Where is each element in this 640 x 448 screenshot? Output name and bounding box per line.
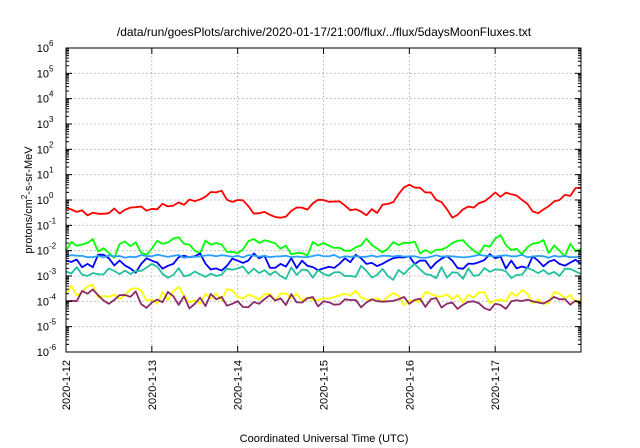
y-tick-base: 10 bbox=[37, 170, 49, 182]
y-tick-base: 10 bbox=[37, 94, 49, 106]
x-tick-label: 2020-1-12 bbox=[61, 360, 73, 410]
y-tick-base: 10 bbox=[37, 195, 49, 207]
y-axis-label-base: protons/cm bbox=[23, 199, 35, 253]
series-line-7 bbox=[65, 288, 582, 312]
x-tick-label: 2020-1-14 bbox=[233, 360, 245, 410]
y-tick-exponent: 2 bbox=[49, 140, 54, 149]
x-tick-label: 2020-1-16 bbox=[404, 360, 416, 410]
y-axis-label-sup: 2 bbox=[20, 194, 29, 199]
y-tick-base: 10 bbox=[37, 296, 49, 308]
y-tick-label: 10 bbox=[37, 347, 49, 359]
y-tick-exponent: -5 bbox=[49, 318, 57, 327]
y-tick-exponent: -2 bbox=[49, 242, 57, 251]
y-tick-exponent: 5 bbox=[49, 64, 54, 73]
series-line-2 bbox=[65, 234, 582, 259]
y-tick-label: 10 bbox=[37, 246, 49, 258]
y-tick-base: 10 bbox=[37, 43, 49, 55]
x-tick-label: 2020-1-17 bbox=[490, 360, 502, 410]
y-tick-label: 10 bbox=[37, 94, 49, 106]
series-line-4 bbox=[65, 253, 582, 259]
y-tick-base: 10 bbox=[37, 322, 49, 334]
y-tick-label: 10 bbox=[37, 144, 49, 156]
y-tick-exponent: 1 bbox=[49, 166, 54, 175]
series-line-5 bbox=[65, 263, 582, 281]
chart-title: /data/run/goesPlots/archive/2020-01-17/2… bbox=[117, 25, 532, 39]
y-axis-label: protons/cm2-s-sr-MeV bbox=[20, 146, 35, 254]
y-axis: 10 -610 -510 -410 -310 -210 -110 010 110 210 310 41… bbox=[37, 39, 581, 359]
y-tick-label: 10 bbox=[37, 296, 49, 308]
y-tick-base: 10 bbox=[37, 144, 49, 156]
y-tick-exponent: -3 bbox=[49, 267, 57, 276]
y-tick-base: 10 bbox=[37, 68, 49, 80]
y-tick-label: 10 bbox=[37, 68, 49, 80]
y-tick-label: 10 bbox=[37, 271, 49, 283]
y-tick-label: 10 bbox=[37, 43, 49, 55]
y-tick-base: 10 bbox=[37, 347, 49, 359]
series-line-1 bbox=[65, 183, 582, 219]
y-tick-base: 10 bbox=[37, 271, 49, 283]
x-axis: 2020-1-12 2020-1-13 2020-1-14 2020-1-15 2020… bbox=[61, 48, 502, 410]
y-tick-exponent: 6 bbox=[49, 39, 54, 48]
y-tick-exponent: 4 bbox=[49, 90, 54, 99]
y-tick-exponent: -6 bbox=[49, 343, 57, 352]
y-tick-base: 10 bbox=[37, 246, 49, 258]
y-tick-exponent: 0 bbox=[49, 191, 54, 200]
y-tick-label: 10 bbox=[37, 195, 49, 207]
y-tick-label: 10 bbox=[37, 220, 49, 232]
y-axis-label-rest: -s-sr-MeV bbox=[23, 146, 35, 195]
y-tick-label: 10 bbox=[37, 119, 49, 131]
x-tick-label: 2020-1-13 bbox=[147, 360, 159, 410]
y-tick-exponent: 3 bbox=[49, 115, 54, 124]
y-tick-exponent: -1 bbox=[49, 216, 57, 225]
x-tick-label: 2020-1-15 bbox=[319, 360, 331, 410]
x-axis-label: Coordinated Universal Time (UTC) bbox=[240, 433, 409, 445]
y-tick-base: 10 bbox=[37, 119, 49, 131]
y-tick-label: 10 bbox=[37, 170, 49, 182]
series-layer bbox=[65, 183, 582, 312]
y-tick-label: 10 bbox=[37, 322, 49, 334]
y-tick-base: 10 bbox=[37, 220, 49, 232]
y-tick-exponent: -4 bbox=[49, 292, 57, 301]
series-line-6 bbox=[65, 284, 582, 307]
series-line-3 bbox=[65, 252, 582, 274]
